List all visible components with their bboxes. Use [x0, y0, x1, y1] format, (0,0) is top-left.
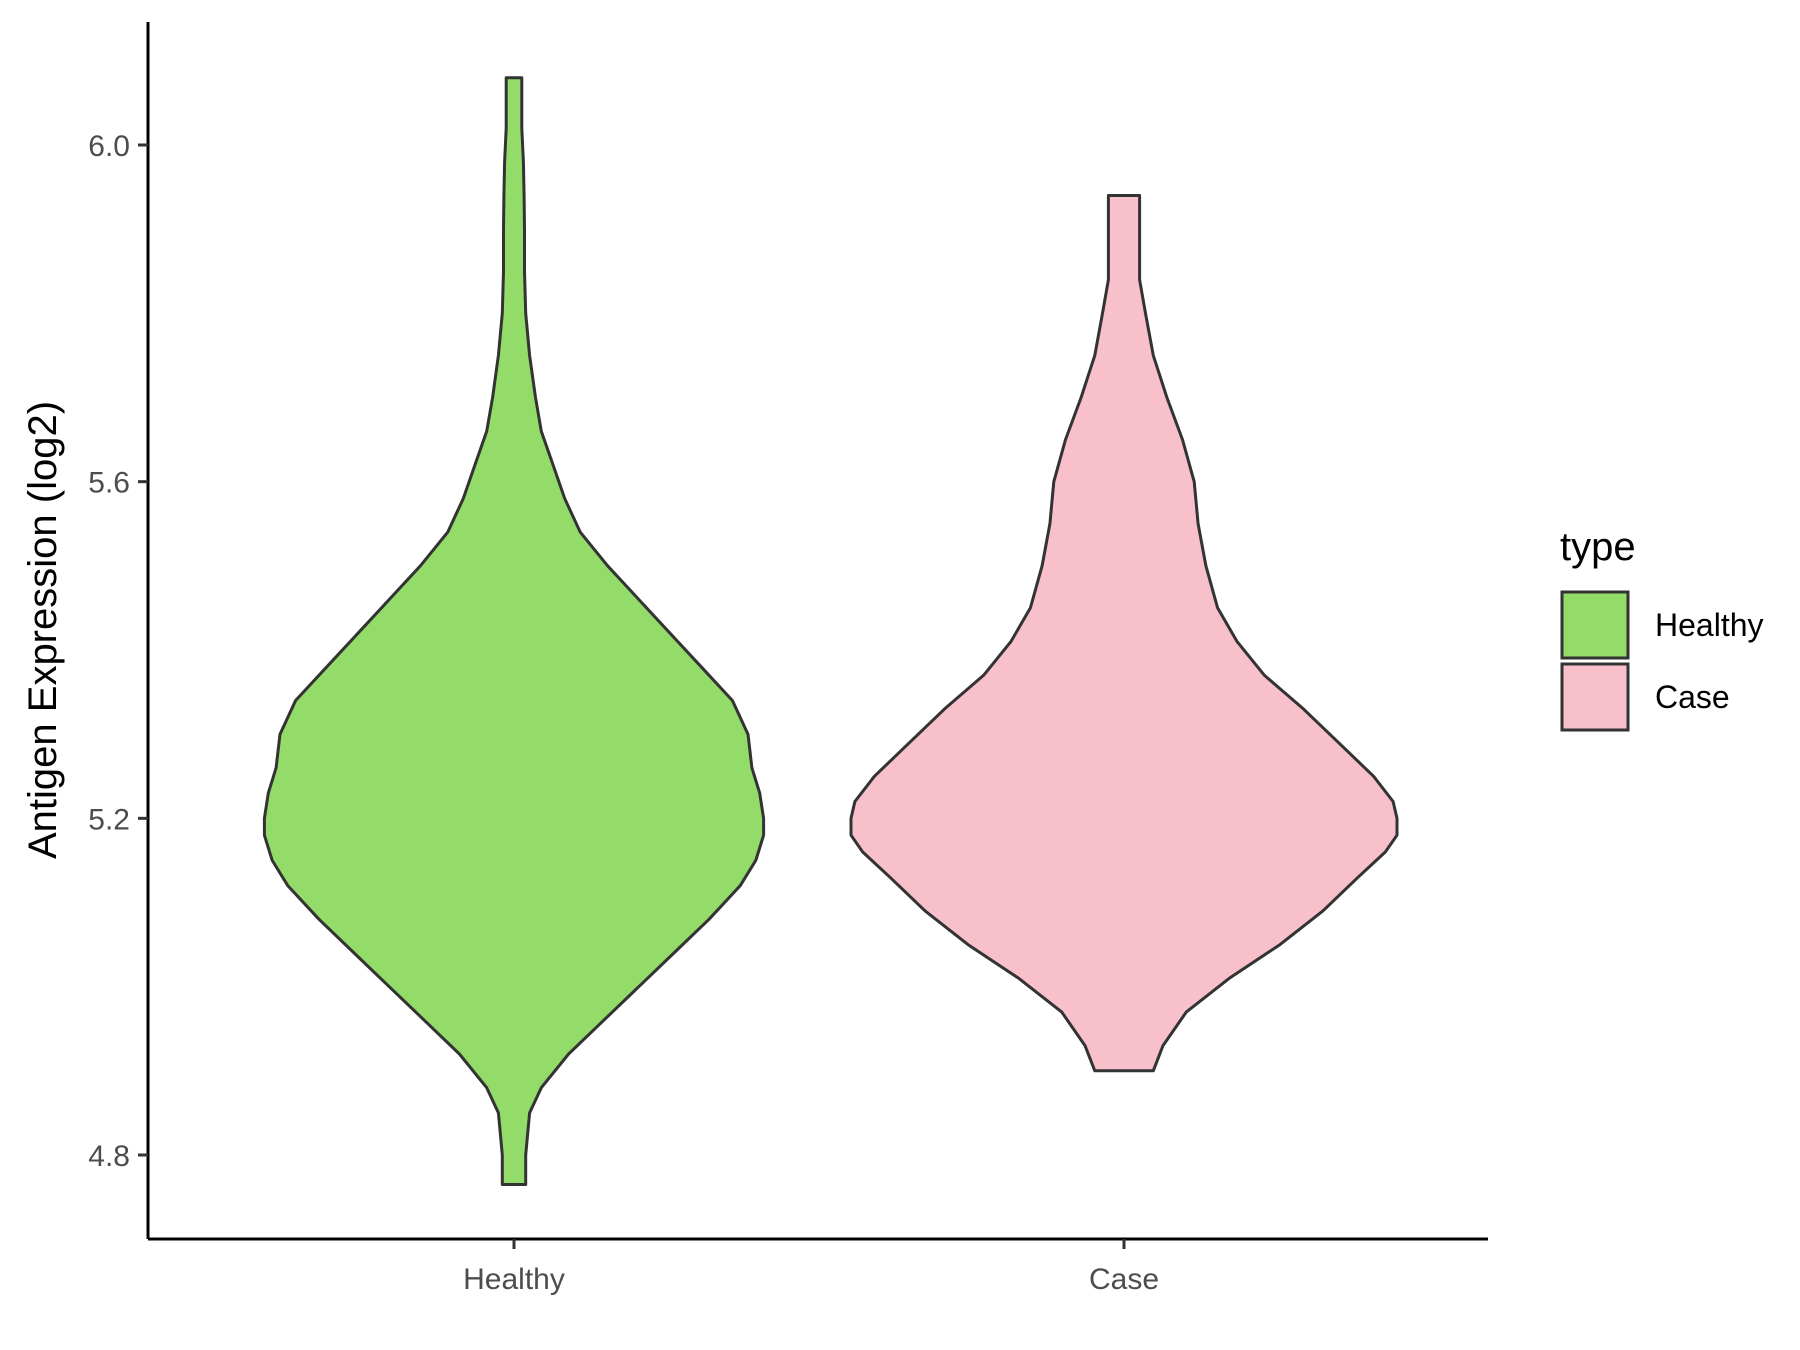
violin-healthy	[262, 76, 766, 1186]
legend-label: Healthy	[1655, 607, 1764, 643]
violin-case	[849, 194, 1399, 1073]
violin-group	[262, 76, 1399, 1186]
legend: type Healthy Case	[1560, 525, 1764, 732]
x-tick-label: Case	[1089, 1263, 1159, 1296]
legend-title: type	[1560, 525, 1636, 569]
legend-swatch	[1560, 662, 1630, 732]
y-tick-label: 6.0	[88, 130, 130, 163]
y-axis-title: Antigen Expression (log2)	[21, 401, 65, 859]
x-tick-label: Healthy	[463, 1263, 565, 1296]
y-tick-label: 5.6	[88, 467, 130, 500]
y-tick-label: 4.8	[88, 1140, 130, 1173]
x-axis-ticks: Healthy Case	[463, 1239, 1159, 1296]
legend-items: Healthy Case	[1560, 590, 1764, 732]
y-axis-ticks: 4.8 5.2 5.6 6.0	[88, 130, 148, 1173]
legend-swatch	[1560, 590, 1630, 660]
legend-label: Case	[1655, 679, 1730, 715]
y-tick-label: 5.2	[88, 803, 130, 836]
